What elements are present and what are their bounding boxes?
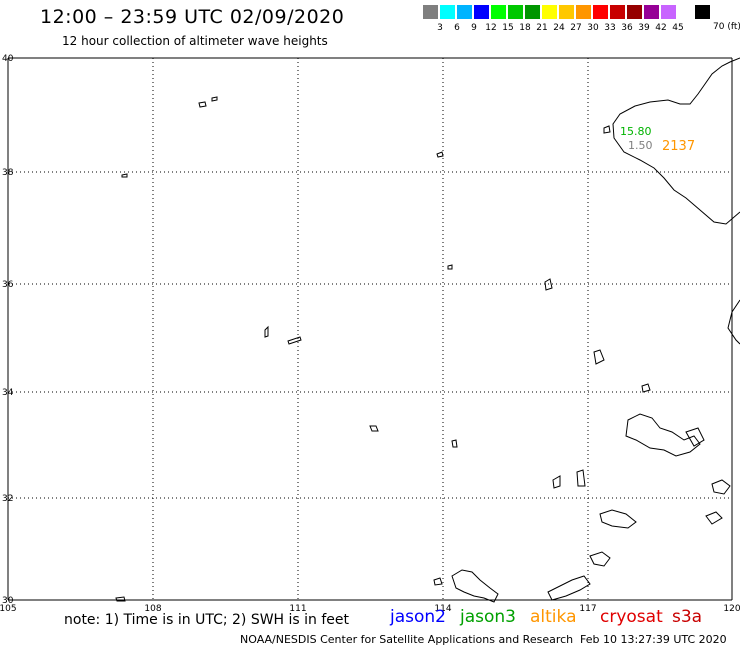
islet-14 <box>576 469 586 487</box>
legend-value-label: 36 <box>621 23 633 33</box>
legend-value-label: 3 <box>437 23 443 33</box>
legend-unit-label: 70 (ft) <box>713 22 740 32</box>
legend-swatch <box>695 5 711 19</box>
latitude-label: 36 <box>2 280 14 290</box>
lat-lon-grid: 105 108 111 114 117 120 40 38 36 34 32 30 <box>0 54 740 614</box>
island-cluster <box>625 413 701 457</box>
island-east <box>685 427 705 447</box>
satellite-jason3-label: jason3 <box>460 607 516 627</box>
legend-swatch <box>661 5 677 19</box>
island-southeast-b <box>711 479 731 495</box>
islet-8 <box>287 336 302 345</box>
latitude-label: 40 <box>2 54 14 64</box>
islet-17 <box>433 577 443 586</box>
legend-value-label: 18 <box>519 23 531 33</box>
legend-value-label: 27 <box>570 23 582 33</box>
legend-swatch <box>610 5 626 19</box>
islet-15 <box>115 596 126 602</box>
islet-3 <box>436 151 444 158</box>
page-subtitle: 12 hour collection of altimeter wave hei… <box>62 34 328 48</box>
satellite-cryosat-label: cryosat <box>600 607 663 627</box>
island-southeast-a <box>599 509 637 529</box>
legend-swatch <box>508 5 524 19</box>
legend-value-label: 39 <box>638 23 650 33</box>
islet-2 <box>211 96 218 102</box>
longitude-label: 117 <box>579 604 596 614</box>
credit-text: NOAA/NESDIS Center for Satellite Applica… <box>240 633 574 646</box>
islet-9 <box>593 349 605 365</box>
island-southeast-c <box>705 511 723 525</box>
coastline-northeast <box>612 57 740 225</box>
track-time-label: 2137 <box>662 139 695 154</box>
islet-12 <box>451 439 458 448</box>
legend-value-label: 15 <box>502 23 514 33</box>
legend-swatch <box>576 5 592 19</box>
legend-swatch <box>644 5 660 19</box>
legend-value-label: 33 <box>604 23 616 33</box>
longitude-label: 111 <box>289 604 306 614</box>
legend-swatch <box>525 5 541 19</box>
coastline <box>115 57 740 603</box>
islet-6 <box>544 278 553 291</box>
islet-7 <box>264 325 269 338</box>
longitude-label: 120 <box>723 604 740 614</box>
islet-16 <box>603 125 611 134</box>
coastline-islands-east <box>727 299 740 345</box>
islet-5 <box>447 264 453 270</box>
latitude-label: 38 <box>2 168 14 178</box>
legend-value-label: 24 <box>553 23 565 33</box>
note-text: note: 1) Time is in UTC; 2) SWH is in fe… <box>64 612 350 628</box>
longitude-label: 114 <box>434 604 451 614</box>
legend-value-label: 30 <box>587 23 599 33</box>
legend-swatch <box>457 5 473 19</box>
satellite-s3a-label: s3a <box>672 607 703 627</box>
latitude-label: 34 <box>2 388 14 398</box>
legend-value-label: 12 <box>485 23 497 33</box>
islet-10 <box>641 383 651 393</box>
longitude-label: 105 <box>0 604 17 614</box>
island-south-c <box>589 551 611 567</box>
island-south-cluster <box>451 569 499 603</box>
satellite-jason2-label: jason2 <box>390 607 446 627</box>
legend-value-label: 6 <box>454 23 460 33</box>
legend-value-label: 9 <box>471 23 477 33</box>
legend-value-label: 42 <box>655 23 667 33</box>
islet-11 <box>369 425 379 432</box>
islet-13 <box>552 475 561 489</box>
legend-swatch <box>678 5 694 19</box>
generated-timestamp: Feb 10 13:27:39 UTC 2020 <box>580 633 727 646</box>
swh-secondary-label: 1.50 <box>628 139 653 152</box>
legend-swatch <box>593 5 609 19</box>
latitude-label: 30 <box>2 596 14 606</box>
swh-value-label: 15.80 <box>620 125 652 138</box>
legend-swatch <box>491 5 507 19</box>
legend-swatch <box>542 5 558 19</box>
legend-value-label: 45 <box>672 23 684 33</box>
island-south-b <box>547 575 591 601</box>
page-title: 12:00 – 23:59 UTC 02/09/2020 <box>40 6 345 28</box>
latitude-label: 32 <box>2 494 13 504</box>
islet-4 <box>121 173 128 178</box>
longitude-label: 108 <box>144 604 161 614</box>
islet-1 <box>198 101 207 108</box>
legend-swatch <box>627 5 643 19</box>
legend-swatch <box>559 5 575 19</box>
satellite-altika-label: altika <box>530 607 577 627</box>
legend-swatch <box>423 5 439 19</box>
legend-swatch <box>440 5 456 19</box>
legend-value-label: 21 <box>536 23 548 33</box>
legend-swatch <box>474 5 490 19</box>
